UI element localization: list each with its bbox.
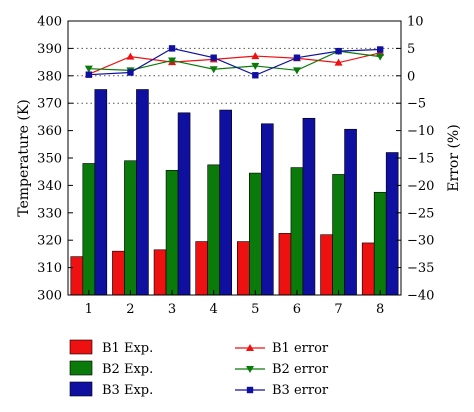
bar-b1-7: [320, 234, 333, 296]
point-b3-5: [252, 72, 259, 79]
y2-tick-label: −15: [407, 152, 434, 167]
point-b1-7: [334, 58, 343, 66]
bar-b1-6: [278, 233, 292, 296]
point-b2-6: [292, 67, 301, 75]
point-b3-4: [210, 54, 217, 61]
bar-b2-7: [332, 174, 345, 296]
error-lines: [84, 45, 385, 79]
bar-b2-6: [290, 167, 304, 296]
legend-swatch-b2: [69, 360, 93, 376]
y-tick-label: 380: [37, 69, 62, 84]
y2-tick-label: −25: [407, 206, 434, 221]
legend-marker-b1: [246, 344, 254, 351]
line-b1-error: [88, 52, 381, 75]
point-b2-4: [209, 66, 218, 74]
y2-tick-label: −5: [407, 97, 426, 112]
point-b3-2: [127, 69, 134, 76]
x-tick-label: 4: [210, 302, 218, 317]
y-tick-label: 330: [37, 206, 62, 221]
bar-b3-7: [344, 128, 357, 296]
y2-tick-label: 5: [407, 42, 415, 57]
legend-marker-b2: [246, 366, 254, 373]
y-tick-label: 350: [37, 152, 62, 167]
legend-label-b3-error: B3 error: [272, 383, 329, 398]
legend-swatch-b1: [69, 339, 93, 355]
point-b3-7: [335, 47, 342, 55]
y-tick-label: 320: [37, 234, 62, 249]
y2-tick-label: −35: [407, 261, 434, 276]
y2-tick-label: −30: [407, 234, 434, 249]
bar-b1-3: [153, 249, 167, 296]
legend-label-b3: B3 Exp.: [102, 383, 153, 398]
point-b3-6: [293, 54, 301, 61]
bars: [70, 89, 399, 296]
x-tick-label: 7: [334, 302, 342, 317]
line-b3-error: [88, 47, 381, 76]
x-tick-label: 1: [85, 302, 93, 317]
legend-label-b1-error: B1 error: [272, 341, 329, 356]
legend: B1 Exp. B2 Exp. B3 Exp. B1 error B2 error B3 …: [69, 339, 329, 398]
point-b2-5: [251, 62, 260, 70]
legend-label-b1: B1 Exp.: [102, 341, 153, 356]
y2-tick-label: 10: [407, 15, 424, 30]
point-b2-8: [376, 53, 385, 61]
y-tick-label: 310: [37, 261, 62, 276]
bar-b2-5: [249, 172, 262, 296]
axes: 300310320330340350360370380390400−40−35−…: [37, 15, 434, 318]
y-tick-label: 360: [37, 124, 62, 139]
bar-b2-1: [82, 163, 96, 296]
legend-label-b2-error: B2 error: [272, 362, 329, 377]
legend-marker-b3: [246, 386, 254, 394]
point-b1-5: [251, 52, 260, 60]
x-tick-label: 6: [293, 302, 301, 317]
point-b3-8: [376, 46, 384, 53]
point-b2-1: [84, 65, 93, 73]
y-tick-label: 390: [37, 42, 62, 57]
bar-b1-5: [237, 241, 250, 296]
y2-tick-label: −20: [407, 179, 434, 194]
bar-b1-4: [195, 241, 208, 296]
y-tick-label: 300: [37, 289, 62, 304]
point-b3-3: [168, 45, 176, 52]
legend-swatch-b3: [69, 381, 93, 397]
legend-label-b2: B2 Exp.: [102, 362, 153, 377]
bar-b3-5: [261, 123, 274, 296]
bar-b3-6: [302, 117, 316, 296]
x-tick-label: 8: [376, 302, 384, 317]
bar-b3-3: [177, 112, 191, 296]
y2-tick-label: 0: [407, 69, 415, 84]
grid-lines: [68, 47, 401, 104]
bar-b2-3: [165, 170, 179, 296]
bar-b2-2: [124, 160, 137, 296]
point-b3-1: [85, 71, 93, 78]
x-tick-label: 5: [251, 302, 259, 317]
y2-axis-label: Error (%): [446, 124, 462, 191]
x-tick-label: 2: [126, 302, 134, 317]
point-b1-2: [126, 52, 135, 60]
bar-b3-4: [219, 109, 232, 296]
bar-b2-8: [373, 191, 387, 296]
x-tick-label: 3: [168, 302, 176, 317]
y-tick-label: 340: [37, 179, 62, 194]
bar-b3-2: [136, 89, 149, 296]
y2-tick-label: −40: [407, 289, 434, 304]
bar-b2-4: [207, 164, 220, 296]
y2-tick-label: −10: [407, 124, 434, 139]
bar-b1-1: [70, 256, 84, 296]
y-axis-label: Temperature (K): [16, 99, 32, 217]
bar-b3-8: [385, 152, 399, 296]
y-tick-label: 370: [37, 97, 62, 112]
y-tick-label: 400: [37, 15, 62, 30]
point-b2-3: [168, 57, 177, 65]
bar-b1-8: [361, 242, 375, 296]
bar-b1-2: [112, 250, 125, 296]
bar-b3-1: [94, 89, 108, 296]
